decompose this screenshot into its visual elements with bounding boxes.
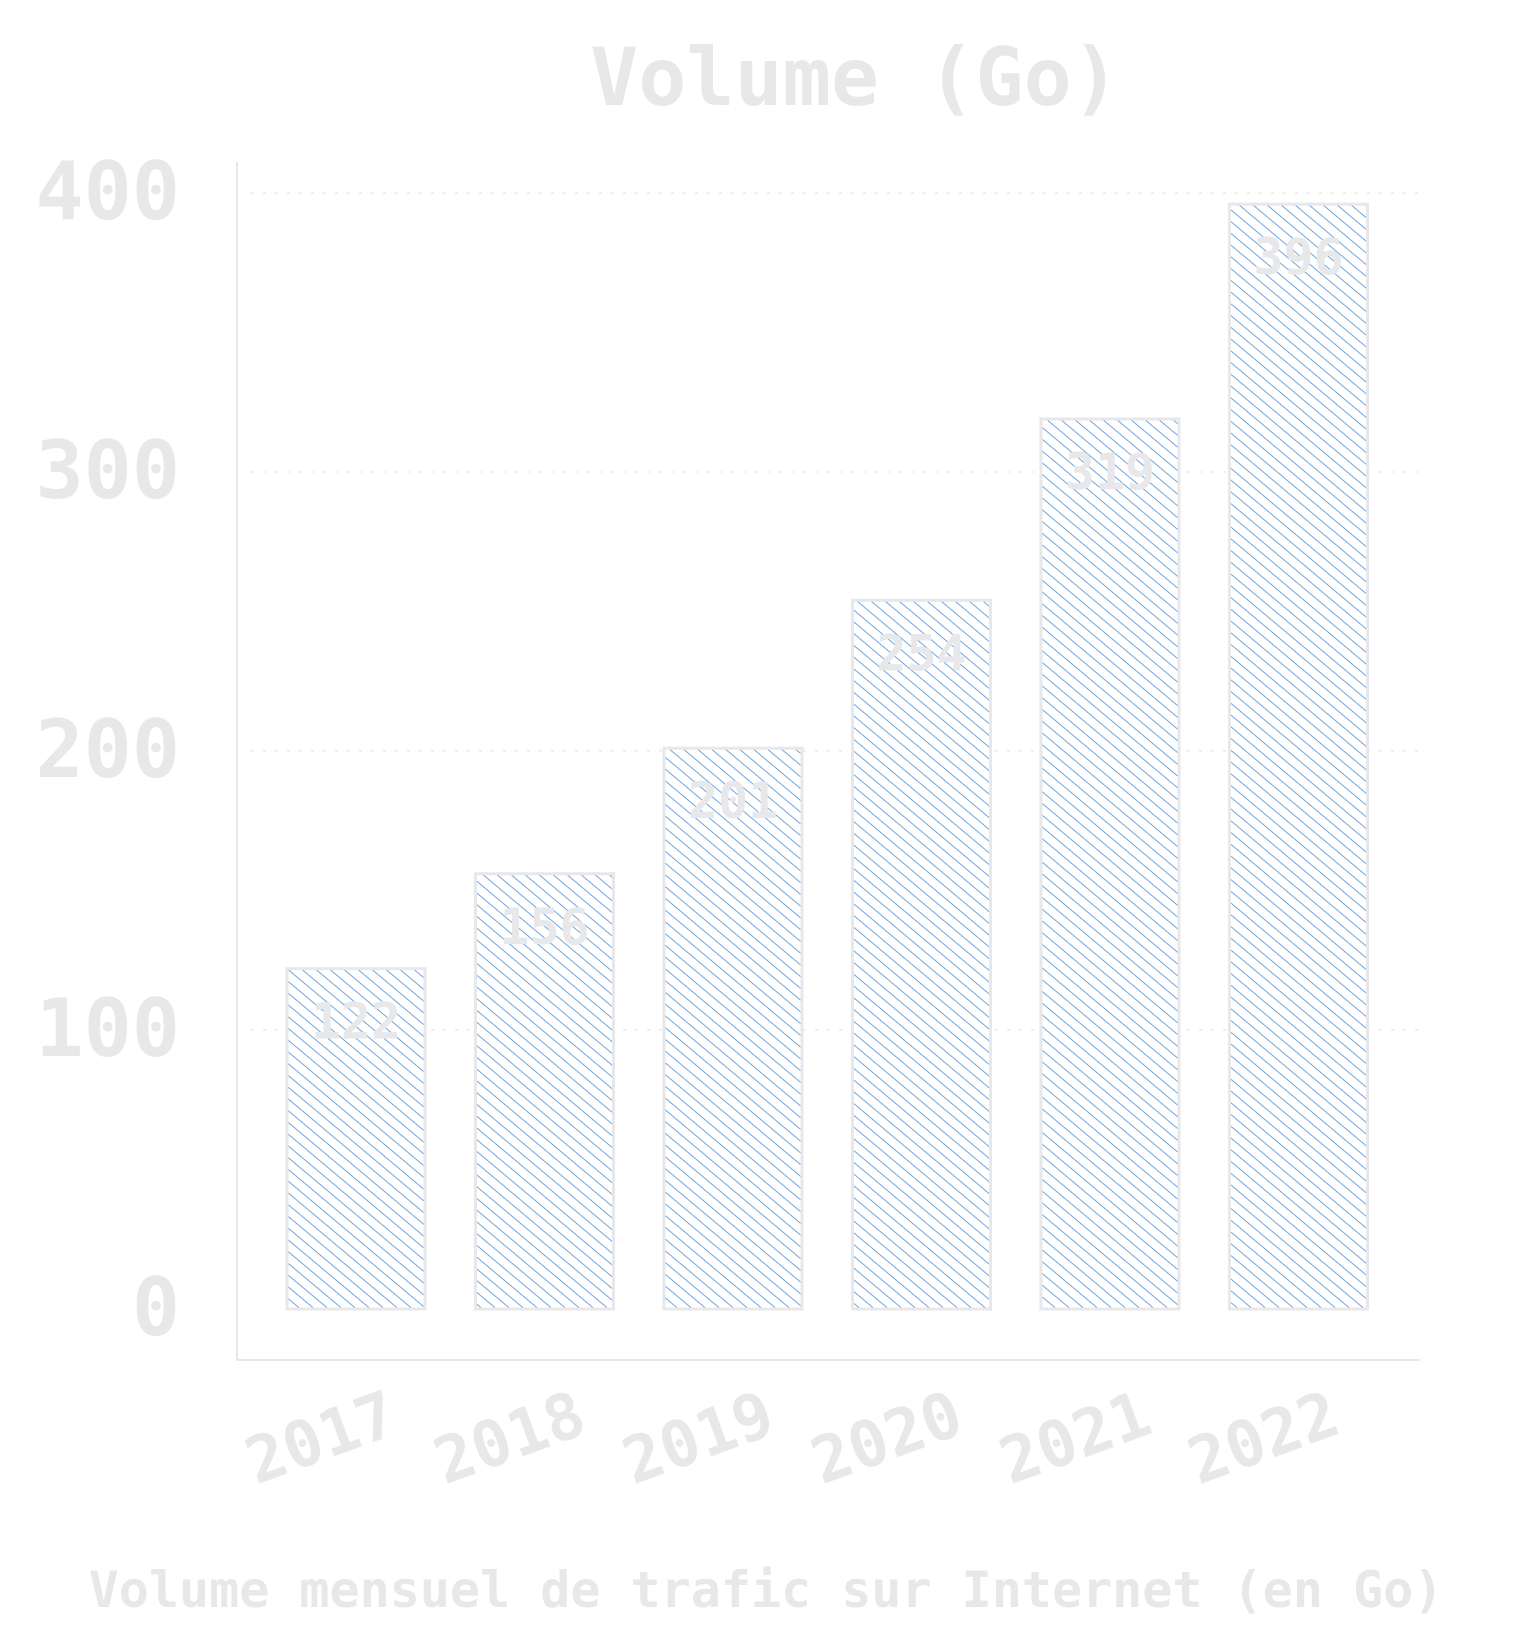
value-labels: 122 156 201 254 319 396	[311, 228, 1344, 1050]
value-label-2022: 396	[1253, 228, 1343, 286]
value-label-2017: 122	[311, 993, 401, 1051]
bar-2020	[851, 598, 992, 1311]
y-axis-ticks: 0 100 200 300 400	[36, 145, 181, 1354]
x-axis-ticks: 2017 2018 2019 2020 2021 2022	[236, 1377, 1349, 1499]
bar-2019	[662, 746, 804, 1311]
y-tick-label: 400	[36, 145, 181, 238]
chart-title: Volume (Go)	[590, 31, 1120, 124]
x-tick-label-2021: 2021	[990, 1377, 1160, 1499]
x-tick-label-2020: 2020	[802, 1377, 972, 1499]
y-tick-label: 200	[36, 703, 181, 796]
bar-2018	[474, 872, 615, 1311]
value-label-2020: 254	[876, 624, 966, 682]
x-tick-label-2018: 2018	[425, 1377, 595, 1499]
value-label-2018: 156	[499, 898, 589, 956]
bars	[285, 202, 1369, 1311]
x-tick-label-2022: 2022	[1179, 1377, 1349, 1499]
gridlines	[251, 192, 1420, 1031]
y-tick-label: 300	[36, 424, 181, 517]
bar-2021	[1039, 417, 1181, 1311]
x-axis-label: Volume mensuel de trafic sur Internet (e…	[89, 1561, 1444, 1619]
bar-2017	[285, 967, 427, 1311]
y-tick-label: 100	[36, 982, 181, 1075]
x-tick-label-2017: 2017	[236, 1377, 406, 1499]
bar-2022	[1228, 202, 1369, 1311]
value-label-2021: 319	[1065, 443, 1155, 501]
y-tick-label: 0	[132, 1261, 180, 1354]
value-label-2019: 201	[688, 772, 778, 830]
x-tick-label-2019: 2019	[613, 1377, 783, 1499]
